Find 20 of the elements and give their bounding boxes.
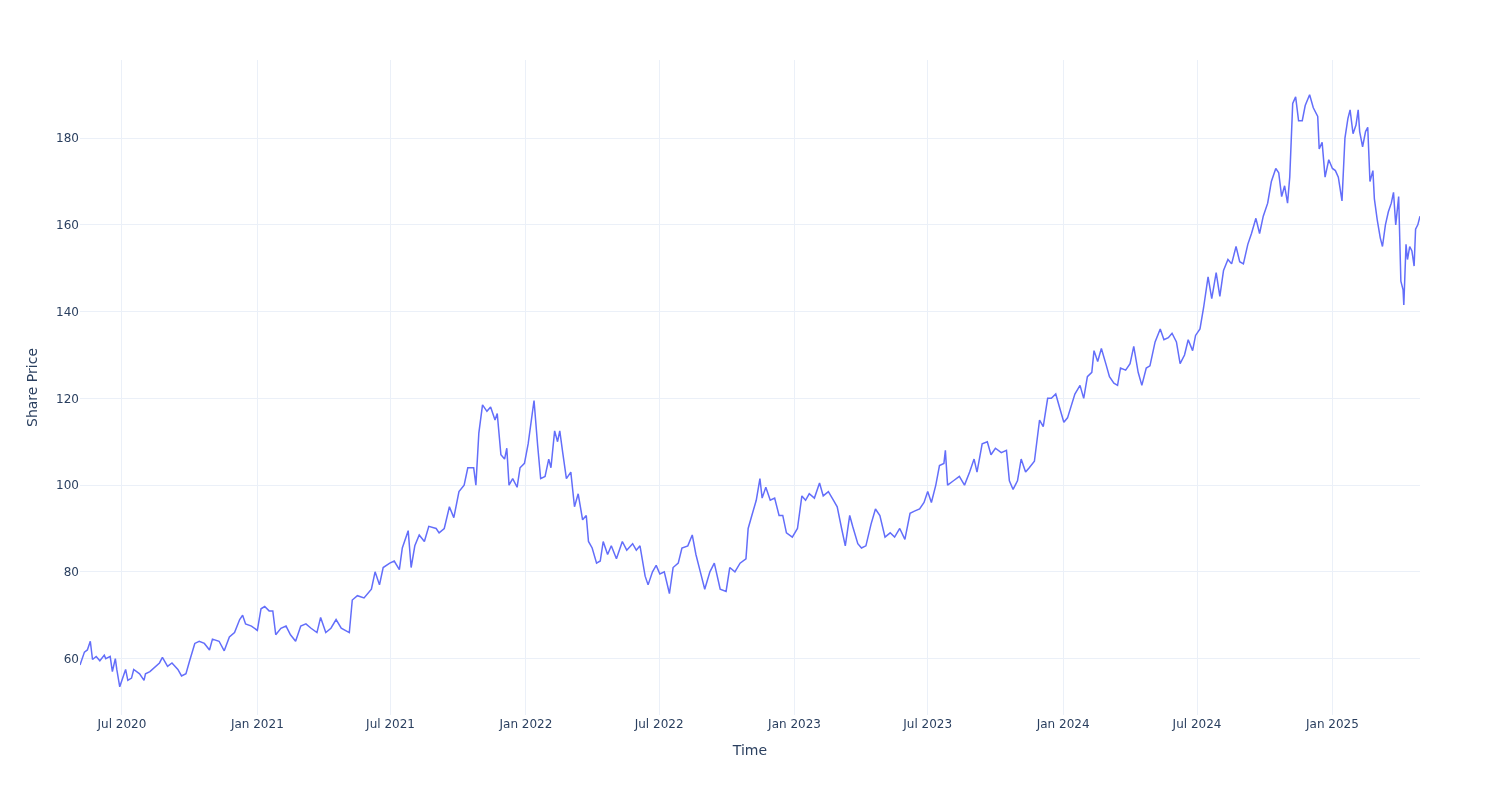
x-tick-label: Jan 2023 (767, 717, 821, 731)
y-tick-label: 120 (56, 391, 79, 406)
line-series (80, 93, 1420, 688)
y-tick-label: 160 (56, 218, 79, 233)
y-tick-label: 80 (63, 565, 79, 580)
x-tick-label: Jul 2024 (1171, 717, 1222, 731)
x-axis-title: Time (731, 742, 768, 759)
x-tick-label: Jan 2024 (1035, 717, 1090, 731)
x-tick-label: Jan 2022 (498, 717, 553, 731)
y-tick-label: 100 (56, 478, 79, 493)
x-tick-label: Jan 2025 (1305, 717, 1359, 731)
x-tick-label: Jan 2021 (229, 717, 284, 731)
x-tick-label: Jul 2021 (365, 717, 415, 731)
x-tick-label: Jul 2020 (96, 717, 147, 731)
x-tick-label: Jul 2023 (902, 717, 953, 731)
y-tick-label: 60 (63, 651, 79, 666)
y-tick-label: 140 (56, 304, 79, 319)
y-axis-title: Share Price (23, 347, 40, 428)
x-tick-label: Jul 2022 (633, 717, 684, 731)
y-tick-label: 180 (56, 131, 79, 146)
